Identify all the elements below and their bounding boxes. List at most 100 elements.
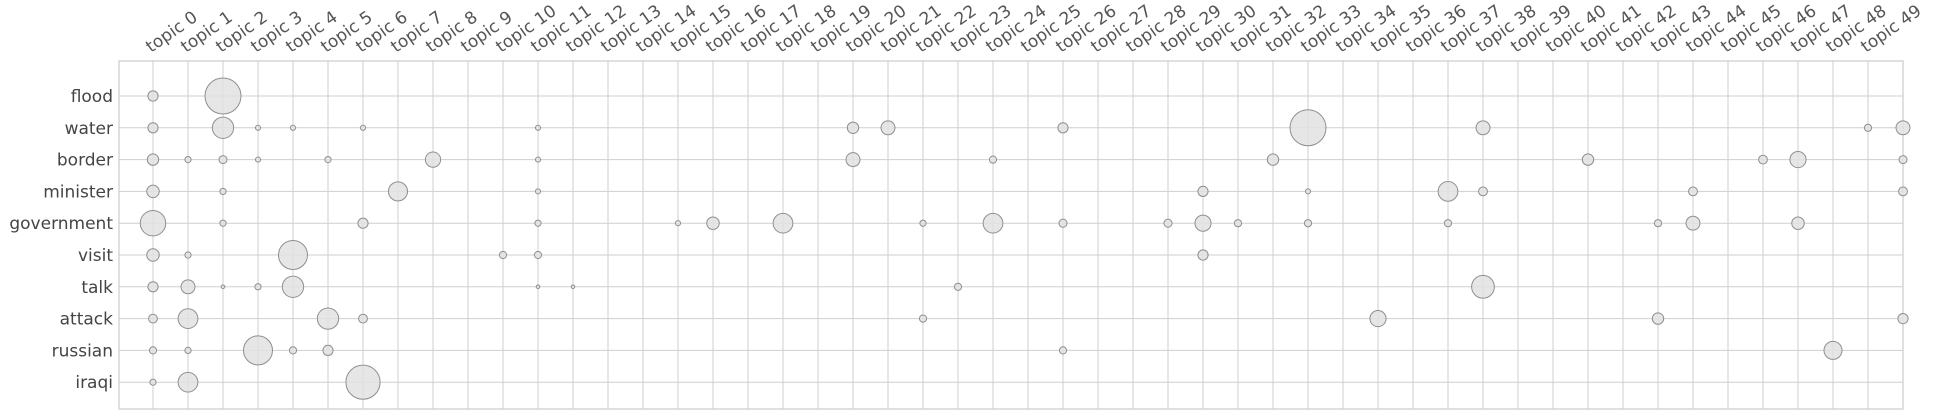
bubble xyxy=(147,122,159,134)
bubble xyxy=(139,209,167,237)
bubble xyxy=(1163,218,1173,228)
bubble xyxy=(148,313,158,324)
bubble xyxy=(322,344,334,356)
bubble xyxy=(570,284,576,290)
bubble xyxy=(1369,310,1387,328)
y-tick-labels: flood water border minister government visit t… xyxy=(9,87,113,393)
bubble xyxy=(204,77,242,115)
bubble xyxy=(357,217,369,229)
bubble xyxy=(880,120,896,136)
bubble xyxy=(242,335,274,366)
y-tick-label: iraqi xyxy=(75,373,113,393)
bubble xyxy=(149,378,157,386)
bubble xyxy=(146,184,160,199)
bubble xyxy=(1478,186,1488,197)
bubble xyxy=(1789,151,1807,169)
bubble xyxy=(218,155,228,165)
bubble xyxy=(324,155,332,164)
bubble xyxy=(1197,249,1209,261)
bubble xyxy=(1898,155,1908,165)
bubble xyxy=(1058,218,1068,228)
bubble xyxy=(534,219,542,227)
bubble xyxy=(706,216,720,230)
bubble xyxy=(1304,188,1312,195)
bubble xyxy=(184,155,192,164)
bubble xyxy=(359,124,367,131)
bubble xyxy=(1895,120,1911,136)
bubble xyxy=(1058,346,1068,355)
bubble xyxy=(1197,185,1209,197)
bubble xyxy=(1437,181,1459,202)
bubble xyxy=(146,153,160,166)
y-tick-label: minister xyxy=(43,182,113,202)
bubble xyxy=(1897,313,1909,325)
bubble xyxy=(424,151,442,168)
bubble xyxy=(1443,219,1453,228)
bubble xyxy=(147,281,159,293)
bubble xyxy=(534,188,542,195)
y-tick-label: government xyxy=(9,214,113,234)
bubble xyxy=(1057,122,1069,134)
plot-frame xyxy=(118,60,1904,410)
bubble xyxy=(533,250,543,260)
bubble xyxy=(534,124,542,131)
bubble xyxy=(1471,274,1495,299)
bubble xyxy=(1791,216,1805,230)
bubble xyxy=(288,346,298,355)
bubble xyxy=(988,155,998,164)
bubble xyxy=(982,212,1004,234)
bubble xyxy=(146,248,160,262)
bubble xyxy=(1685,215,1701,231)
bubble xyxy=(289,124,297,131)
y-tick-label: border xyxy=(57,151,113,171)
bubble xyxy=(148,346,158,355)
y-tick-label: water xyxy=(65,119,113,139)
bubble xyxy=(918,314,928,323)
bubble xyxy=(953,282,963,291)
bubble xyxy=(177,371,199,393)
bubble xyxy=(358,313,368,324)
bubble xyxy=(846,121,860,134)
bubble xyxy=(1581,153,1595,166)
bubble xyxy=(345,364,381,400)
bubble xyxy=(919,219,927,227)
bubble xyxy=(1898,186,1908,197)
y-tick-label: talk xyxy=(81,278,113,298)
bubble xyxy=(387,181,409,202)
bubble xyxy=(254,156,262,163)
bubble xyxy=(220,284,226,290)
y-tick-label: russian xyxy=(52,341,113,361)
bubble xyxy=(281,275,305,298)
bubble xyxy=(177,308,199,329)
bubble xyxy=(845,152,861,168)
bubble xyxy=(1233,219,1243,228)
bubble xyxy=(534,156,542,163)
bubble xyxy=(1688,186,1698,197)
bubble xyxy=(1651,312,1665,325)
bubble xyxy=(219,187,227,196)
bubble xyxy=(184,251,192,259)
bubble xyxy=(180,279,196,295)
bubble xyxy=(1303,219,1313,228)
bubble xyxy=(219,219,227,227)
bubble xyxy=(1758,154,1768,165)
bubbles xyxy=(139,77,1911,400)
y-tick-label: attack xyxy=(60,310,114,330)
bubble xyxy=(316,307,340,330)
bubble xyxy=(1823,340,1843,360)
bubble xyxy=(674,220,682,227)
bubble xyxy=(254,283,262,291)
bubble xyxy=(1266,153,1280,166)
bubble xyxy=(1863,123,1873,132)
vertical-gridlines xyxy=(152,61,1904,409)
y-tick-label: flood xyxy=(71,87,113,107)
bubble xyxy=(535,284,541,290)
y-tick-label: visit xyxy=(78,246,113,266)
bubble xyxy=(1194,214,1212,232)
bubble xyxy=(254,124,262,131)
bubble xyxy=(498,250,508,260)
bubble xyxy=(1289,109,1327,147)
bubble xyxy=(772,212,794,234)
